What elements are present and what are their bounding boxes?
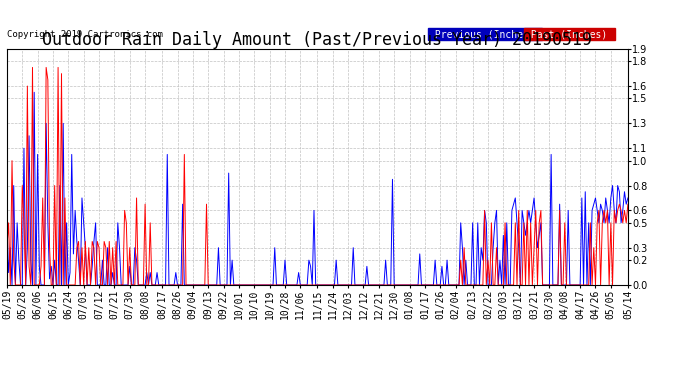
Previous (Inches) xyxy=(598,208,607,213)
Text: Past (Inches): Past (Inches) xyxy=(526,29,613,39)
Past (Inches) xyxy=(257,283,265,287)
Text: Previous (Inches): Previous (Inches) xyxy=(429,29,541,39)
Past (Inches) xyxy=(177,283,185,287)
Past (Inches) xyxy=(538,283,546,287)
Previous (Inches) xyxy=(30,90,39,94)
Past (Inches) xyxy=(253,283,262,287)
Previous (Inches) xyxy=(257,283,265,287)
Past (Inches) xyxy=(3,246,11,250)
Past (Inches) xyxy=(598,220,607,225)
Past (Inches) xyxy=(28,65,37,70)
Previous (Inches) xyxy=(177,283,185,287)
Previous (Inches) xyxy=(624,196,632,200)
Line: Past (Inches): Past (Inches) xyxy=(7,68,628,285)
Line: Previous (Inches): Previous (Inches) xyxy=(7,92,628,285)
Past (Inches) xyxy=(137,283,146,287)
Title: Outdoor Rain Daily Amount (Past/Previous Year) 20190519: Outdoor Rain Daily Amount (Past/Previous… xyxy=(42,31,593,49)
Previous (Inches) xyxy=(538,283,546,287)
Previous (Inches) xyxy=(8,283,16,287)
Past (Inches) xyxy=(6,283,14,287)
Previous (Inches) xyxy=(137,283,146,287)
Previous (Inches) xyxy=(3,220,11,225)
Previous (Inches) xyxy=(253,283,262,287)
Text: Copyright 2019 Cartronics.com: Copyright 2019 Cartronics.com xyxy=(7,30,163,39)
Past (Inches) xyxy=(624,202,632,206)
